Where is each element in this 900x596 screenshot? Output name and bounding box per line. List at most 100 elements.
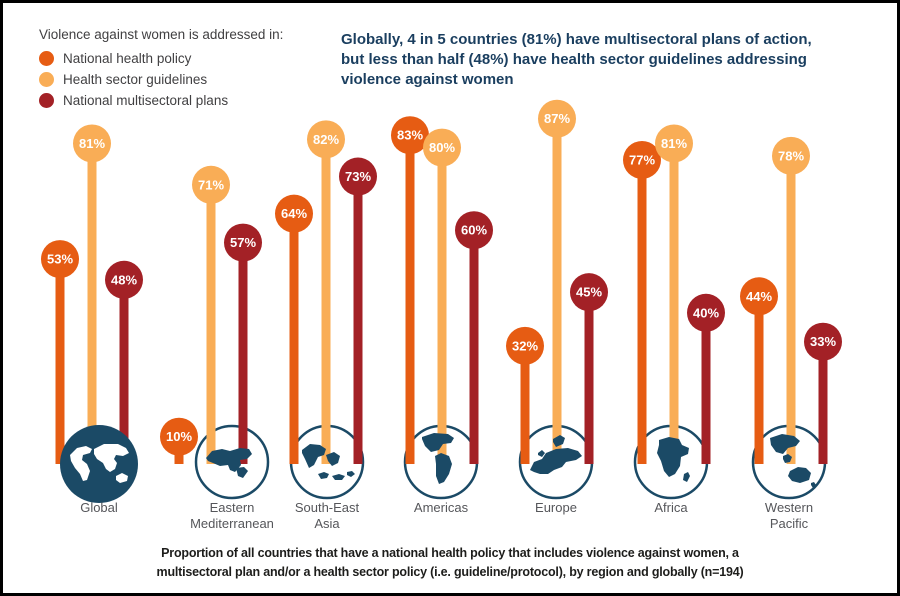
region-label: Americas <box>414 500 469 515</box>
value-bubble <box>772 136 810 175</box>
lollipop-stick <box>584 292 594 464</box>
legend-item-health-sector-guidelines: Health sector guidelines <box>39 72 283 87</box>
value-bubble <box>41 240 79 279</box>
value-label: 40% <box>693 305 719 320</box>
region-label: Pacific <box>770 516 809 531</box>
value-bubble <box>538 99 576 138</box>
orange-dot-icon <box>39 51 54 66</box>
headline: Globally, 4 in 5 countries (81%) have mu… <box>341 30 812 90</box>
lollipop-stick <box>818 341 828 464</box>
lollipop-stick <box>353 176 363 464</box>
map-eastern-mediterranean-icon <box>206 448 252 478</box>
map-europe-icon <box>530 435 582 474</box>
region-group-americas: 83% 80% 60% Americas <box>391 116 493 515</box>
value-bubble <box>73 124 111 163</box>
value-label: 60% <box>461 223 487 238</box>
region-label: Africa <box>654 500 688 515</box>
value-label: 87% <box>544 111 570 126</box>
value-bubble <box>339 157 377 196</box>
region-label: Europe <box>535 500 577 515</box>
map-americas-icon <box>422 433 454 484</box>
lollipop-stick <box>238 242 248 464</box>
value-bubble <box>275 194 313 233</box>
legend-label: National multisectoral plans <box>63 93 229 108</box>
region-label: Mediterranean <box>190 516 274 531</box>
region-group-africa: 77% 81% 40% Africa <box>623 124 725 515</box>
legend-heading: Violence against women is addressed in: <box>39 27 284 42</box>
region-label: Eastern <box>210 500 255 515</box>
value-label: 32% <box>512 338 538 353</box>
value-label: 81% <box>661 136 687 151</box>
lollipop-chart: 53% 81% 48% Global 10% 71% 57% EasternMediterra… <box>41 99 842 531</box>
map-south-east-asia-icon <box>302 444 355 480</box>
value-label: 78% <box>778 148 804 163</box>
value-label: 53% <box>47 252 73 267</box>
value-label: 83% <box>397 128 423 143</box>
value-bubble <box>804 322 842 361</box>
lollipop-stick <box>321 139 331 464</box>
lollipop-stick <box>786 155 796 465</box>
value-bubble <box>307 120 345 159</box>
map-western-pacific-icon <box>770 434 816 488</box>
region-label: Asia <box>314 516 340 531</box>
value-bubble <box>455 211 493 250</box>
value-label: 48% <box>111 272 137 287</box>
value-bubble <box>224 223 262 262</box>
lollipop-stick <box>87 143 97 464</box>
lollipop-stick <box>520 345 530 464</box>
legend-label: National health policy <box>63 51 192 66</box>
lollipop-stick <box>637 159 647 465</box>
value-label: 71% <box>198 177 224 192</box>
value-label: 45% <box>576 285 602 300</box>
legend-item-national-multisectoral-plans: National multisectoral plans <box>39 93 283 108</box>
value-bubble <box>105 260 143 299</box>
light-orange-dot-icon <box>39 72 54 87</box>
legend-item-national-health-policy: National health policy <box>39 51 283 66</box>
value-bubble <box>192 165 230 204</box>
value-label: 33% <box>810 334 836 349</box>
value-bubble <box>687 293 725 332</box>
value-bubble <box>423 128 461 167</box>
region-label: South-East <box>295 500 360 515</box>
region-label: Global <box>80 500 118 515</box>
legend-label: Health sector guidelines <box>63 72 208 87</box>
lollipop-stick <box>437 147 447 464</box>
value-label: 80% <box>429 140 455 155</box>
caption-line: multisectoral plan and/or a health secto… <box>156 565 744 579</box>
value-label: 10% <box>166 429 192 444</box>
lollipop-stick <box>119 279 129 464</box>
headline-line: Globally, 4 in 5 countries (81%) have mu… <box>341 31 812 48</box>
lollipop-stick <box>206 184 216 464</box>
value-label: 64% <box>281 206 307 221</box>
value-bubble <box>740 277 778 316</box>
globe-world-icon <box>70 444 129 483</box>
value-label: 81% <box>79 136 105 151</box>
value-bubble <box>160 417 198 456</box>
map-africa-icon <box>657 437 690 482</box>
value-bubble <box>570 273 608 312</box>
headline-line: but less than half (48%) have health sec… <box>341 51 807 68</box>
globe-circle <box>60 425 138 503</box>
value-bubble <box>623 140 661 179</box>
lollipop-stick <box>754 296 764 464</box>
value-bubble <box>506 326 544 365</box>
headline-line: violence against women <box>341 71 514 88</box>
value-bubble <box>391 116 429 155</box>
value-bubble <box>655 124 693 163</box>
lollipop-stick <box>289 213 299 464</box>
value-label: 77% <box>629 152 655 167</box>
region-group-global: 53% 81% 48% Global <box>41 124 143 515</box>
region-group-europe: 32% 87% 45% Europe <box>506 99 608 515</box>
value-label: 57% <box>230 235 256 250</box>
lollipop-stick <box>701 312 711 464</box>
lollipop-stick <box>552 118 562 464</box>
lollipop-stick <box>469 230 479 464</box>
lollipop-stick <box>55 259 65 464</box>
value-label: 82% <box>313 132 339 147</box>
lollipop-stick <box>405 135 415 464</box>
value-label: 44% <box>746 289 772 304</box>
